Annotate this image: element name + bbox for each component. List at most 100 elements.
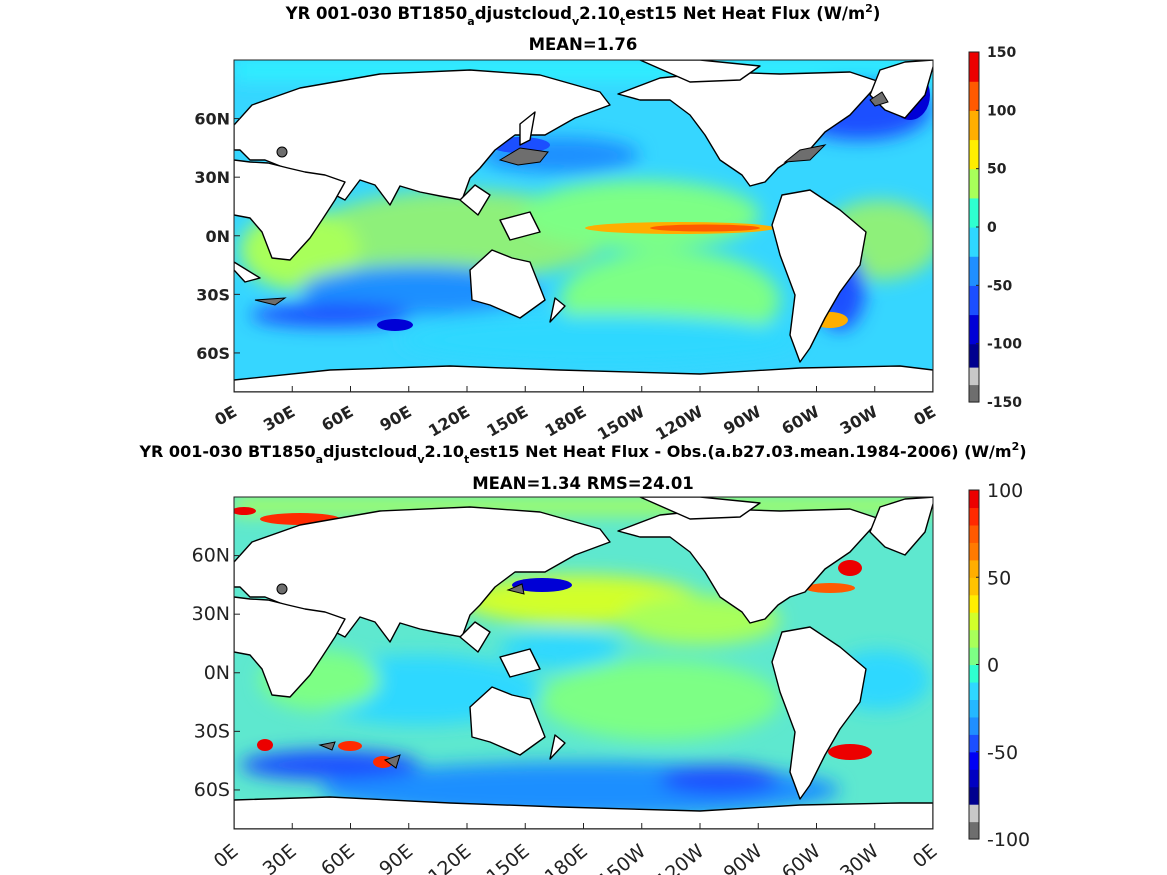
x-tick-label: 0E — [210, 840, 243, 872]
colorbar-tick-label: 100 — [987, 480, 1023, 502]
colorbar-segment — [969, 227, 979, 257]
panel-1: YR 001-030 BT1850adjustcloudv2.10test15 … — [194, 2, 1022, 444]
y-tick-label: 60S — [194, 779, 230, 801]
colorbar-segment — [969, 197, 979, 228]
x-tick-label: 180E — [542, 402, 590, 441]
x-tick-label: 180E — [541, 840, 592, 875]
x-tick-label: 120W — [652, 402, 706, 444]
colorbar-segment — [969, 367, 979, 386]
panel-2-title-sup: 2 — [1012, 440, 1020, 453]
panel-2-title-part: YR 001-030 BT1850 — [138, 442, 315, 461]
panel-1-title-sub: v — [572, 15, 580, 28]
colorbar-segment — [969, 594, 979, 613]
colorbar-segment — [969, 110, 979, 141]
panel-1-x-ticks: 0E 30E 60E 90E 120E 150E 180E 150W 120W 90W 60W 30W… — [211, 386, 939, 444]
y-tick-label: 30N — [194, 168, 230, 187]
panel-1-land — [234, 60, 933, 392]
colorbar-segment — [969, 664, 979, 683]
panel-1-title-part: YR 001-030 BT1850 — [285, 4, 468, 23]
colorbar-segment — [969, 716, 979, 735]
panel-2-title: YR 001-030 BT1850adjustcloudv2.10test15 … — [138, 440, 1026, 466]
y-tick-label: 60N — [194, 110, 230, 129]
x-tick-label: 30E — [260, 402, 298, 435]
x-tick-label: 120E — [425, 402, 473, 441]
panel-1-title-part: djustcloud — [475, 4, 572, 23]
colorbar-segment — [969, 343, 979, 368]
panel-2: YR 001-030 BT1850adjustcloudv2.10test15 … — [138, 440, 1030, 875]
x-tick-label: 30W — [837, 402, 881, 439]
panel-2-title-sub: v — [417, 453, 425, 466]
panel-2-x-ticks: 0E 30E 60E 90E 120E 150E 180E 150W 120W 90W 60W 30W… — [210, 823, 941, 875]
x-tick-label: 90W — [720, 840, 767, 875]
colorbar-segment — [969, 542, 979, 561]
colorbar-segment — [969, 786, 979, 805]
panel-2-title-sub: t — [464, 453, 469, 466]
x-tick-label: 90E — [375, 840, 417, 875]
colorbar-segment — [969, 577, 979, 596]
colorbar-tick-label: 50 — [987, 162, 1007, 178]
colorbar-tick-label: 0 — [987, 220, 997, 236]
colorbar-segment — [969, 139, 979, 170]
panel-1-title: YR 001-030 BT1850adjustcloudv2.10test15 … — [285, 2, 881, 28]
colorbar-segment — [969, 256, 979, 286]
colorbar-segment — [969, 647, 979, 666]
y-tick-label: 60S — [196, 344, 230, 363]
colorbar-segment — [969, 769, 979, 788]
colorbar-tick-label: -50 — [987, 742, 1018, 764]
colorbar-tick-label: 100 — [987, 103, 1016, 119]
x-tick-label: 30E — [259, 840, 301, 875]
panel-1-title-sub: a — [467, 15, 474, 28]
panel-2-title-part: est15 Net Heat Flux - Obs.(a.b27.03.mean… — [469, 442, 1011, 461]
x-tick-label: 90E — [376, 402, 414, 435]
x-tick-label: 90W — [720, 402, 764, 439]
colorbar-segment — [969, 81, 979, 111]
colorbar-segment — [969, 612, 979, 631]
y-tick-label: 0N — [205, 227, 230, 246]
panel-2-y-ticks: 60N 30N 0N 30S 60S — [192, 545, 240, 801]
y-tick-label: 30S — [196, 285, 230, 304]
y-tick-label: 0N — [204, 662, 230, 684]
x-tick-label: 0E — [910, 402, 939, 429]
panel-1-title-part: 2.10 — [579, 4, 620, 23]
panel-1-title-sup: 2 — [865, 2, 873, 15]
colorbar-segment — [969, 699, 979, 718]
colorbar-segment — [969, 507, 979, 526]
panel-1-title-part: est15 Net Heat Flux (W/m — [625, 4, 865, 23]
y-tick-label: 60N — [192, 545, 230, 567]
colorbar-segment — [969, 285, 979, 316]
colorbar-segment — [969, 734, 979, 753]
panel-2-map — [234, 497, 933, 829]
x-tick-label: 120W — [652, 840, 708, 875]
panel-1-colorbar: 150 100 50 0 -50 -100 -150 — [968, 45, 1022, 411]
panel-2-land — [234, 497, 933, 829]
x-tick-label: 150W — [594, 402, 648, 444]
x-tick-label: 120E — [424, 840, 475, 875]
colorbar-segment — [969, 751, 979, 770]
x-tick-label: 150E — [483, 402, 531, 441]
colorbar-tick-label: 50 — [987, 567, 1011, 589]
panel-2-masked-seas — [276, 583, 525, 769]
colorbar-segment — [969, 821, 979, 840]
panel-1-title-part: ) — [873, 4, 881, 23]
x-tick-label: 0E — [211, 402, 240, 429]
panel-1-masked-seas — [254, 91, 889, 306]
y-tick-label: 30N — [192, 603, 230, 625]
x-tick-label: 60E — [318, 402, 356, 435]
panel-2-title-part: ) — [1019, 442, 1026, 461]
panel-2-colorbar: 100 50 0 -50 -100 — [968, 480, 1030, 851]
colorbar-tick-label: 150 — [987, 45, 1016, 61]
colorbar-tick-label: -50 — [987, 278, 1013, 294]
y-tick-label: 30S — [194, 720, 230, 742]
colorbar-segment — [969, 384, 979, 403]
panel-2-title-part: 2.10 — [425, 442, 464, 461]
colorbar-segment — [969, 314, 979, 345]
colorbar-segment — [969, 559, 979, 578]
colorbar-tick-label: -100 — [987, 337, 1022, 353]
colorbar-segment — [969, 524, 979, 543]
panel-2-title-part: djustcloud — [323, 442, 417, 461]
colorbar-tick-label: -100 — [987, 829, 1030, 851]
colorbar-tick-label: -150 — [987, 395, 1022, 411]
colorbar-segment — [969, 804, 979, 823]
x-tick-label: 30W — [836, 840, 883, 875]
